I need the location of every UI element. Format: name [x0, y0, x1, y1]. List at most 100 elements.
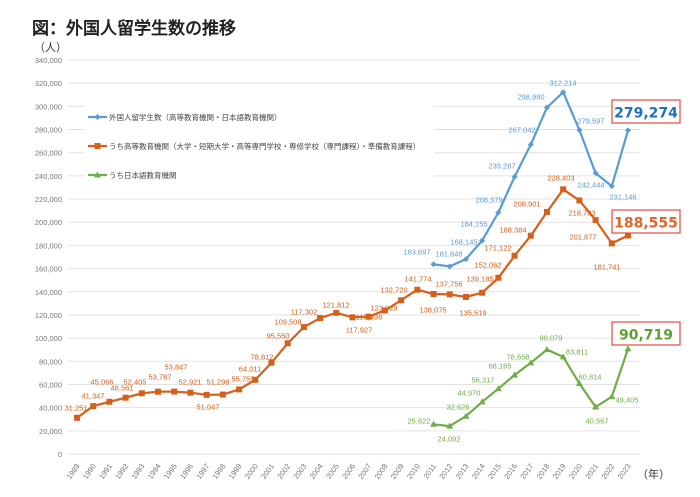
x-tick-label: 1989 [65, 462, 82, 481]
x-tick-label: 2003 [292, 462, 309, 481]
data-point [155, 388, 162, 395]
legend-label: 外国人留学生数（高等教育機関・日本語教育機関） [109, 112, 282, 122]
data-label: 181,741 [593, 263, 620, 272]
data-label: 188,384 [499, 226, 526, 235]
data-point [349, 314, 356, 321]
data-label: 161,848 [435, 250, 462, 259]
x-tick-label: 1999 [227, 462, 244, 481]
x-tick-label: 2022 [599, 462, 616, 481]
data-point [74, 414, 80, 421]
x-tick-label: 2018 [535, 462, 552, 481]
y-tick-label: 260,000 [35, 149, 62, 158]
data-label: 184,155 [460, 220, 487, 229]
data-point [430, 261, 437, 268]
x-tick-label: 2015 [486, 462, 503, 481]
data-label: 118,498 [356, 313, 383, 322]
x-axis-label: （年） [637, 467, 670, 481]
data-label: 31,251 [65, 404, 88, 413]
data-point [543, 208, 550, 215]
data-label: 95,550 [267, 332, 290, 341]
data-point [446, 291, 453, 298]
data-label: 163,697 [403, 248, 430, 257]
data-point [398, 297, 405, 304]
x-tick-label: 2021 [583, 462, 600, 481]
x-tick-label: 1998 [211, 462, 228, 481]
data-point [90, 403, 97, 410]
data-label: 68,165 [489, 362, 512, 371]
data-label: 56,317 [472, 376, 495, 385]
data-label: 121,812 [322, 301, 349, 310]
data-label: 231,146 [609, 193, 636, 202]
data-label: 218,783 [568, 209, 595, 218]
y-tick-label: 100,000 [35, 334, 62, 343]
x-tick-label: 1990 [81, 462, 98, 481]
data-point [592, 170, 599, 177]
data-point [495, 209, 502, 216]
y-tick-label: 60,000 [39, 380, 62, 389]
x-tick-label: 1993 [130, 462, 147, 481]
data-point [300, 324, 307, 331]
data-point [543, 104, 550, 111]
x-tick-label: 2004 [308, 462, 325, 481]
data-point [122, 394, 129, 401]
data-label: 40,567 [586, 417, 609, 426]
data-point [187, 389, 194, 396]
data-label: 279,597 [577, 117, 604, 126]
y-tick-label: 160,000 [35, 265, 62, 274]
y-tick-label: 320,000 [35, 79, 62, 88]
callout-value: 90,719 [619, 328, 673, 344]
data-point [625, 127, 631, 134]
y-tick-label: 120,000 [35, 311, 62, 320]
data-label: 228,403 [547, 174, 574, 183]
callout-box [611, 99, 681, 124]
data-point [592, 403, 600, 410]
data-label: 123,829 [370, 304, 397, 313]
data-label: 138,075 [419, 306, 446, 315]
y-tick-label: 40,000 [39, 404, 62, 413]
x-tick-label: 2009 [389, 462, 406, 481]
data-label: 208,901 [513, 200, 540, 209]
data-point [576, 197, 583, 204]
x-tick-label: 2000 [243, 462, 260, 481]
legend-marker [94, 171, 101, 178]
x-tick-label: 1991 [97, 462, 114, 481]
x-tick-label: 2023 [616, 462, 633, 481]
data-point [527, 232, 534, 239]
data-label: 78,658 [507, 353, 530, 362]
data-point [430, 290, 437, 297]
y-tick-label: 140,000 [35, 288, 62, 297]
data-point [560, 89, 567, 96]
legend-marker [94, 143, 101, 149]
data-point [559, 353, 567, 360]
data-point [381, 307, 388, 314]
data-point [624, 345, 632, 352]
data-point [478, 398, 486, 405]
data-label: 41,347 [82, 392, 105, 401]
data-point [560, 186, 567, 193]
data-point [608, 240, 615, 247]
data-point [527, 359, 535, 366]
data-label: 24,092 [438, 435, 461, 444]
x-tick-label: 2012 [437, 462, 454, 481]
data-label: 139,185 [466, 275, 493, 284]
data-point [284, 340, 291, 347]
y-tick-label: 80,000 [39, 357, 62, 366]
data-label: 132,720 [380, 286, 407, 295]
callout-box [611, 209, 681, 234]
data-point [268, 359, 275, 366]
data-label: 44,970 [458, 389, 481, 398]
x-tick-label: 2010 [405, 462, 422, 481]
data-label: 239,287 [488, 162, 515, 171]
x-tick-label: 2001 [259, 462, 276, 481]
data-label: 171,122 [484, 244, 511, 253]
x-tick-label: 1992 [113, 462, 130, 481]
data-label: 48,561 [111, 384, 134, 393]
data-point [575, 380, 583, 387]
legend-background [84, 100, 434, 180]
data-label: 53,847 [165, 363, 188, 372]
data-point [414, 286, 421, 293]
x-tick-label: 2020 [567, 462, 584, 481]
x-tick-label: 2014 [470, 462, 487, 481]
x-tick-label: 2011 [422, 462, 439, 480]
